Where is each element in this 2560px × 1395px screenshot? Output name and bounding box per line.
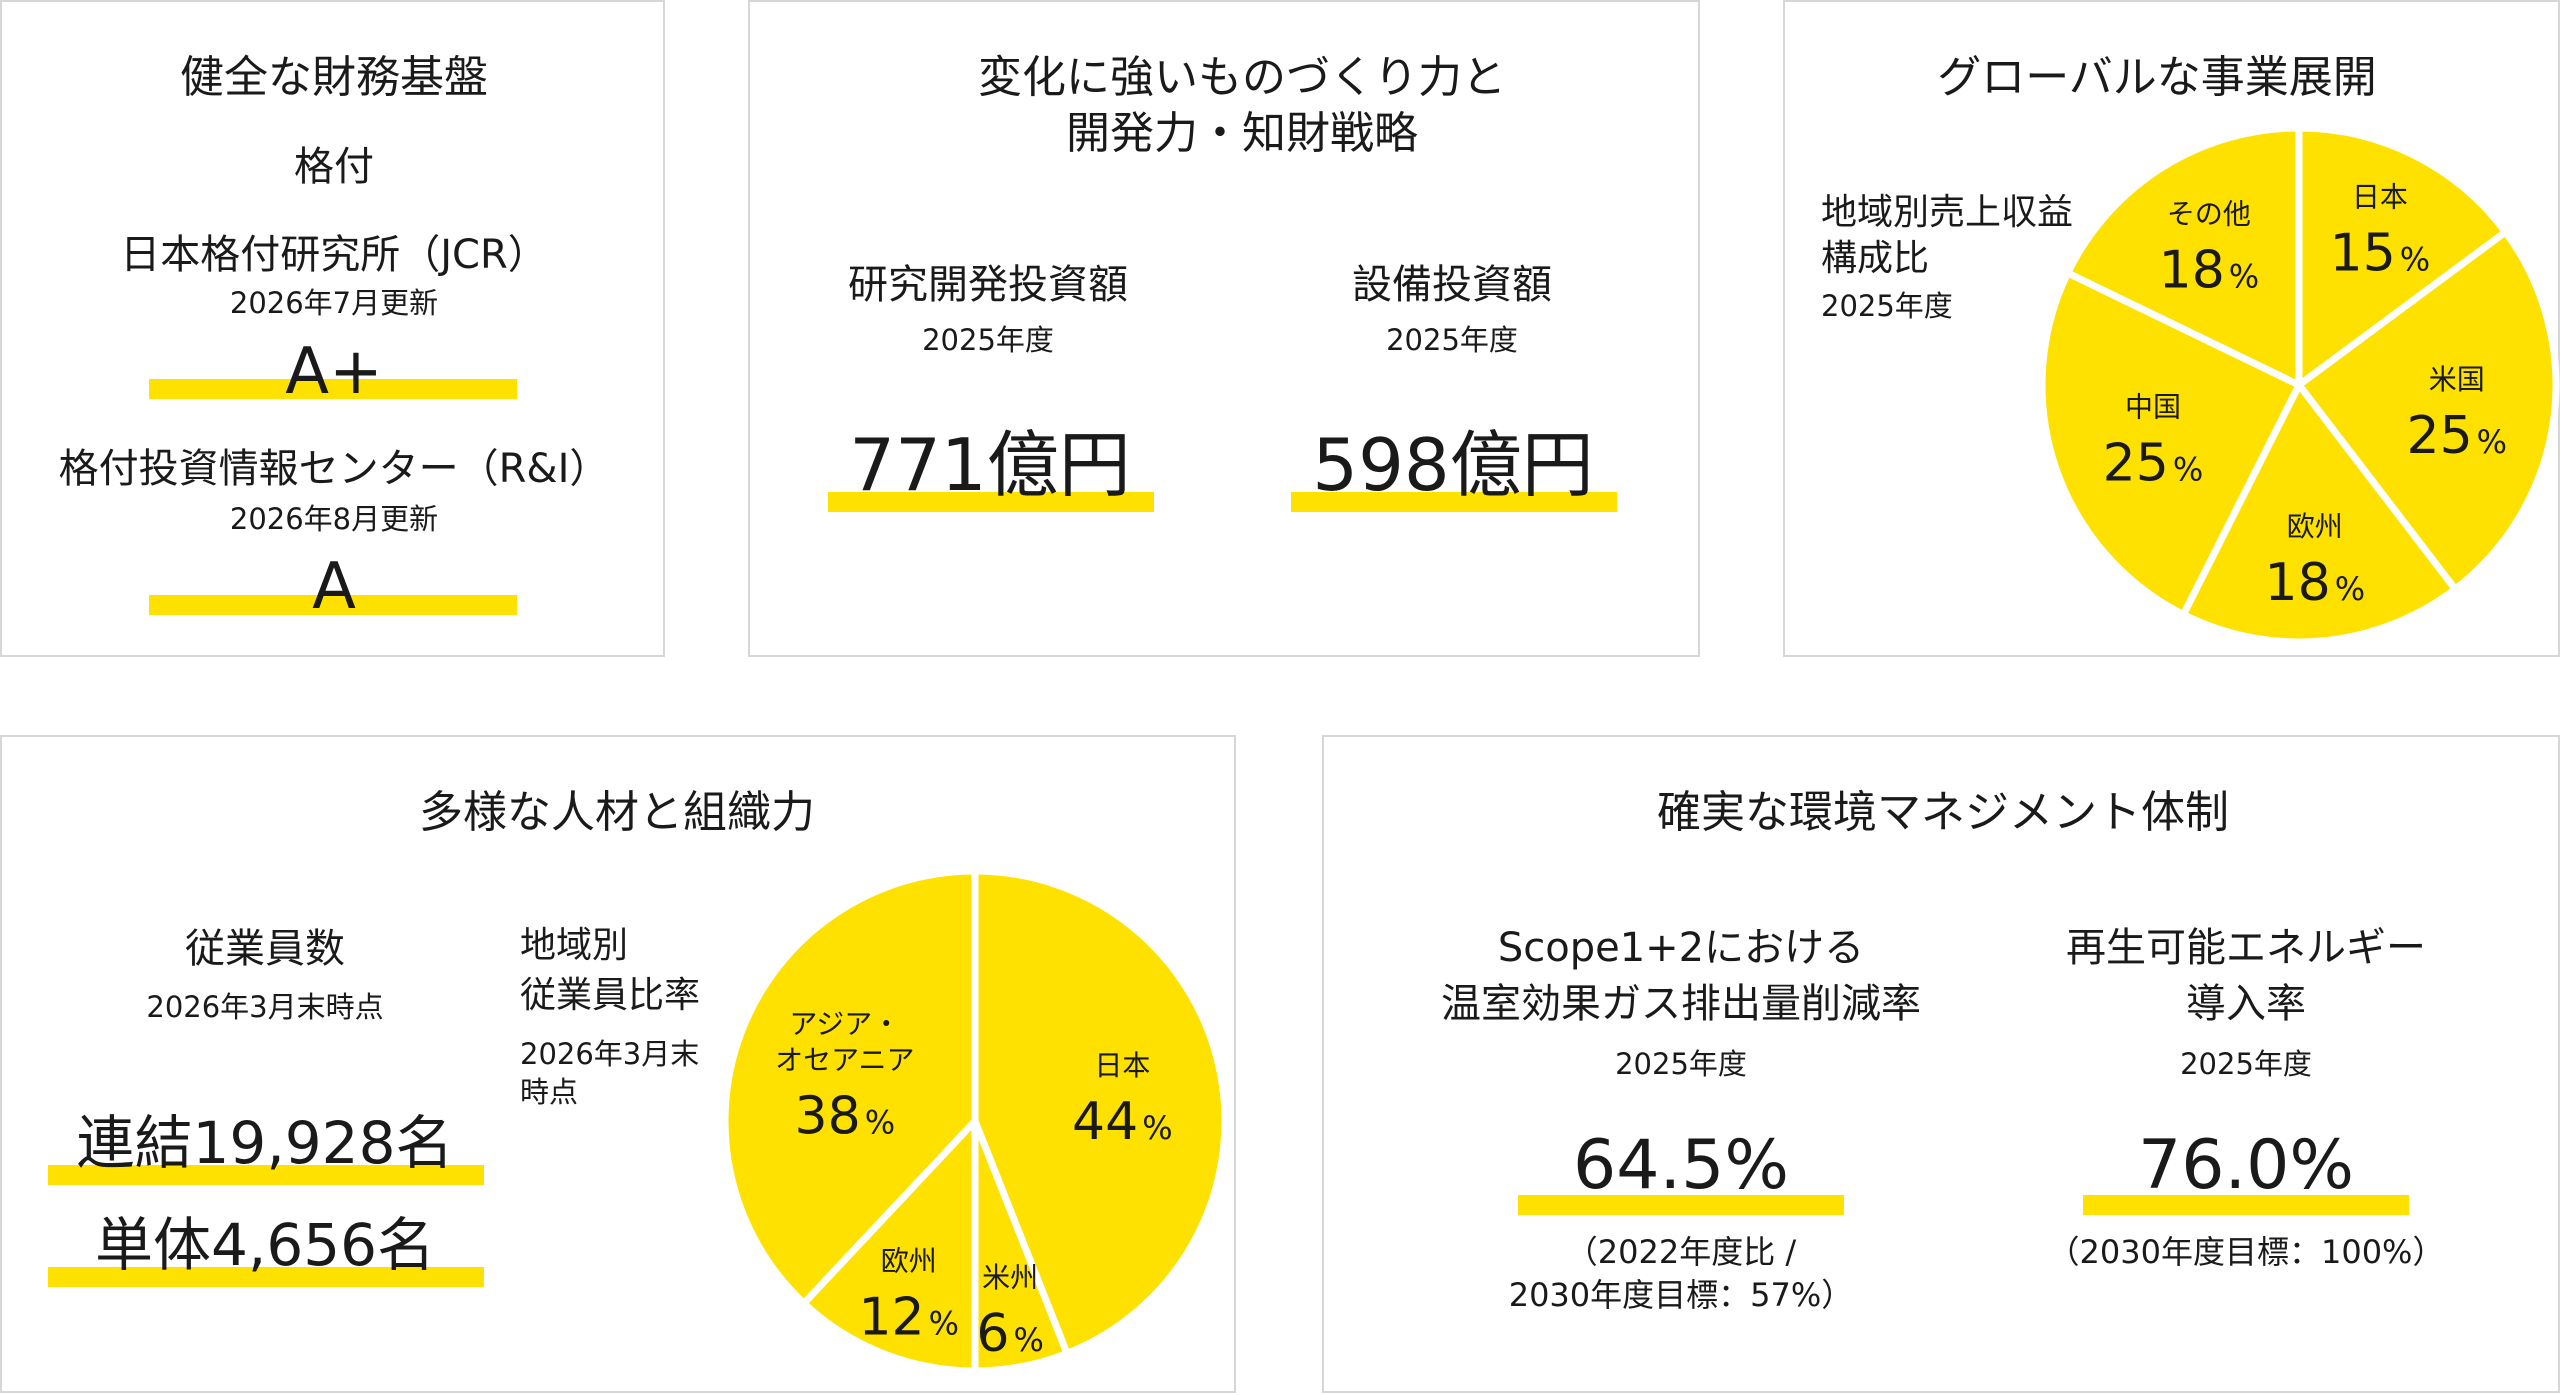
sales-chart-label-line2: 構成比 [1821,238,1930,279]
finance-title: 健全な財務基盤 [180,52,488,103]
capex-value: 598億円 [1312,423,1594,507]
jcr-date: 2026年7月更新 [229,286,439,320]
rd-year: 2025年度 [922,323,1054,357]
people-title: 多様な人材と組織力 [419,787,815,838]
pie-region-name: 米国 [2429,363,2485,396]
rnd-title-line1: 変化に強いものづくり力と [978,52,1506,103]
pie-label-1: 米国 25% [2406,363,2507,466]
pie-label-3: 中国 25% [2103,390,2204,493]
re-label-line1: 再生可能エネルギー [2066,925,2426,971]
ri-highlight [149,595,517,615]
pie-region-name: 米州 [982,1261,1038,1294]
global-card: グローバルな事業展開 地域別売上収益 構成比 2025年度 日本 15% 米国 25%… [1783,0,2560,657]
pie-value: 25% [2103,433,2204,493]
pie-value: 12% [858,1287,959,1347]
people-card: 多様な人材と組織力 従業員数 2026年3月末時点 連結19,928名 単体4,… [0,735,1236,1393]
ghg-note-line1: （2022年度比 / [1565,1233,1797,1271]
pie-region-name: 欧州 [2287,510,2343,543]
ri-rating: A [312,550,356,624]
jcr-rating: A+ [285,335,383,409]
pie-slice-0 [2295,124,2509,389]
employee-region-pie-chart: 日本 44 % 米州 6 % 欧州 12 % アジア・オセアニア 38% [721,867,1229,1375]
ghg-note-line2: 2030年度目標：57%） [1508,1276,1854,1314]
pie-label-2: 欧州 12% [858,1244,959,1347]
pie-region-name: 欧州 [881,1244,937,1277]
pie-value: 38% [795,1086,896,1146]
pie-region-name: 中国 [2125,390,2181,423]
env-title: 確実な環境マネジメント体制 [1657,787,2229,838]
pie-value: 18% [2159,240,2260,300]
capex-highlight [1291,492,1617,512]
ghg-label-line2: 温室効果ガス排出量削減率 [1441,981,1921,1027]
pie-value: 25% [2406,406,2507,466]
re-label-line2: 導入率 [2186,981,2306,1027]
pie-slice-4 [2064,124,2303,389]
re-value: 76.0% [2137,1126,2355,1205]
standalone-highlight [48,1267,484,1287]
pie-slice-3 [721,867,979,1307]
emp-label: 従業員数 [185,926,345,972]
rnd-title-line2: 開発力・知財戦略 [1066,108,1418,159]
pie-label-4: その他 18% [2159,197,2260,300]
rd-label: 研究開発投資額 [848,262,1128,308]
capex-label: 設備投資額 [1352,262,1552,308]
pie-slice-2 [800,1117,979,1375]
rd-highlight [828,492,1154,512]
ghg-value: 64.5% [1572,1126,1790,1205]
pie-label-0: 日本 44% [1072,1049,1173,1152]
sales-region-pie-chart: 日本 15 % 米国 25 % 欧州 18 % 中国 25 % その他 18% [2038,124,2560,646]
pie-region-name: アジア・ [789,1007,900,1040]
consolidated-count: 連結19,928名 [76,1109,454,1177]
pie-label-0: 日本 15% [2330,180,2431,283]
pie-label-3: アジア・オセアニア 38% [775,1007,914,1146]
emp-chart-label-line1: 地域別 [520,925,629,966]
rnd-card: 変化に強いものづくり力と 開発力・知財戦略 研究開発投資額 2025年度 771… [748,0,1700,657]
pie-slice-3 [2038,269,2303,619]
standalone-count: 単体4,656名 [94,1211,436,1279]
ri-name: 格付投資情報センター（R&I） [58,446,610,492]
emp-chart-date-line2: 時点 [520,1075,579,1109]
pie-region-name: 日本 [2352,180,2408,213]
env-card: 確実な環境マネジメント体制 Scope1+2における 温室効果ガス排出量削減率 … [1322,735,2560,1393]
ghg-year: 2025年度 [1615,1047,1747,1081]
ri-date: 2026年8月更新 [229,502,439,536]
pie-label-2: 欧州 18% [2265,510,2366,613]
emp-chart-label-line2: 従業員比率 [520,975,701,1016]
ghg-label-line1: Scope1+2における [1497,925,1865,971]
pie-slice-2 [2179,381,2459,646]
sales-chart-label-line1: 地域別売上収益 [1821,192,2074,233]
pie-slice-0 [971,867,1229,1357]
re-note: （2030年度目標：100%） [2047,1233,2445,1271]
ghg-highlight [1518,1195,1844,1215]
global-title: グローバルな事業展開 [1937,52,2377,103]
pie-value: 18% [2265,553,2366,613]
jcr-highlight [149,379,517,399]
pie-value: 6% [976,1304,1044,1364]
re-highlight [2083,1195,2409,1215]
pie-slice-1 [2295,228,2560,593]
pie-region-name: 日本 [1094,1049,1150,1082]
sales-chart-year: 2025年度 [1821,289,1953,323]
finance-card: 健全な財務基盤 格付 日本格付研究所（JCR） 2026年7月更新 A+ 格付投… [0,0,665,657]
capex-year: 2025年度 [1386,323,1518,357]
pie-value: 44% [1072,1092,1173,1152]
emp-date: 2026年3月末時点 [146,990,384,1024]
consolidated-highlight [48,1165,484,1185]
pie-label-1: 米州 6% [976,1261,1044,1364]
pie-region-name: オセアニア [775,1043,914,1076]
emp-chart-date-line1: 2026年3月末 [520,1037,700,1071]
pie-value: 15% [2330,223,2431,283]
jcr-name: 日本格付研究所（JCR） [120,232,548,278]
re-year: 2025年度 [2180,1047,2312,1081]
pie-region-name: その他 [2167,197,2251,230]
rating-label: 格付 [294,144,374,190]
rd-value: 771億円 [849,423,1131,507]
